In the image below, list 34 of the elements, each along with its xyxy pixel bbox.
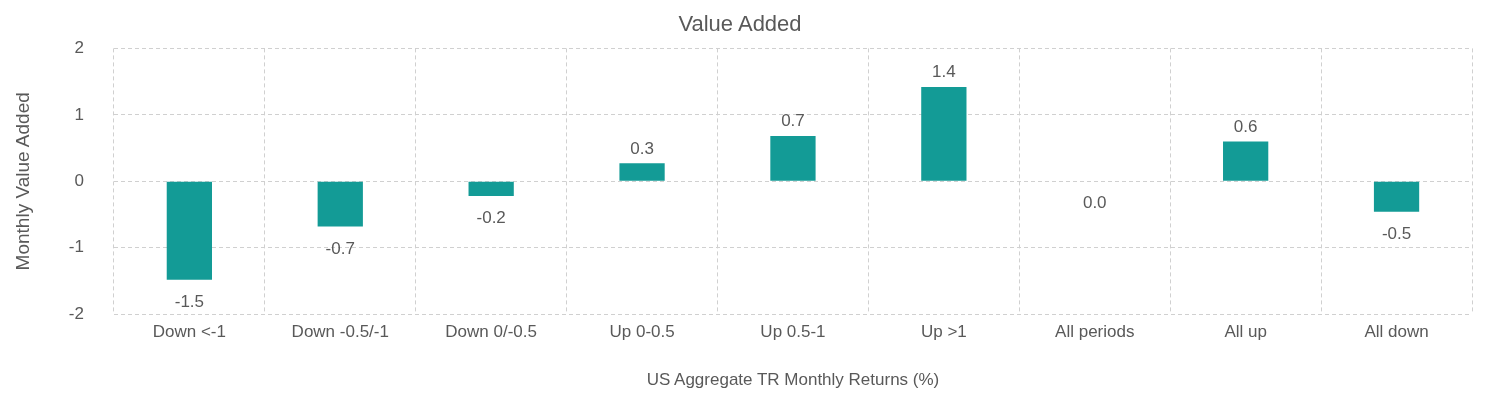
bar — [468, 181, 514, 196]
bar — [770, 136, 816, 181]
data-label: 0.6 — [1233, 116, 1258, 136]
x-tick-label: Up 0-0.5 — [609, 322, 675, 342]
data-label: 1.4 — [932, 62, 956, 82]
x-tick-label: All down — [1364, 322, 1429, 342]
data-label: -1.5 — [174, 291, 205, 311]
bar — [166, 181, 212, 280]
x-axis-title: US Aggregate TR Monthly Returns (%) — [646, 370, 940, 390]
bar — [1373, 181, 1420, 212]
bar — [317, 181, 363, 227]
x-tick-label: Up >1 — [920, 322, 967, 342]
y-tick-label: 1 — [74, 104, 84, 124]
y-tick-label: 0 — [74, 170, 84, 190]
y-tick-label: -2 — [68, 303, 84, 323]
x-tick-label: Down 0/-0.5 — [445, 322, 537, 342]
bar — [1223, 141, 1269, 181]
y-tick-label: -1 — [68, 237, 84, 257]
y-axis-title: Monthly Value Added — [11, 92, 33, 271]
data-label: 0.0 — [1082, 193, 1107, 213]
x-tick-label: All periods — [1055, 322, 1135, 342]
bar — [921, 86, 967, 181]
bar — [619, 163, 665, 181]
data-label: -0.5 — [1381, 224, 1412, 244]
x-tick-label: All up — [1224, 322, 1267, 342]
x-tick-label: Up 0.5-1 — [760, 322, 826, 342]
data-label: 0.3 — [630, 138, 654, 158]
y-tick-label: 2 — [74, 38, 84, 58]
data-label: 0.7 — [781, 111, 805, 131]
x-tick-label: Down <-1 — [152, 322, 226, 342]
data-label: -0.2 — [476, 208, 506, 228]
data-label: -0.7 — [325, 238, 355, 258]
x-tick-label: Down -0.5/-1 — [291, 322, 389, 342]
chart-title: Value Added — [678, 11, 802, 37]
